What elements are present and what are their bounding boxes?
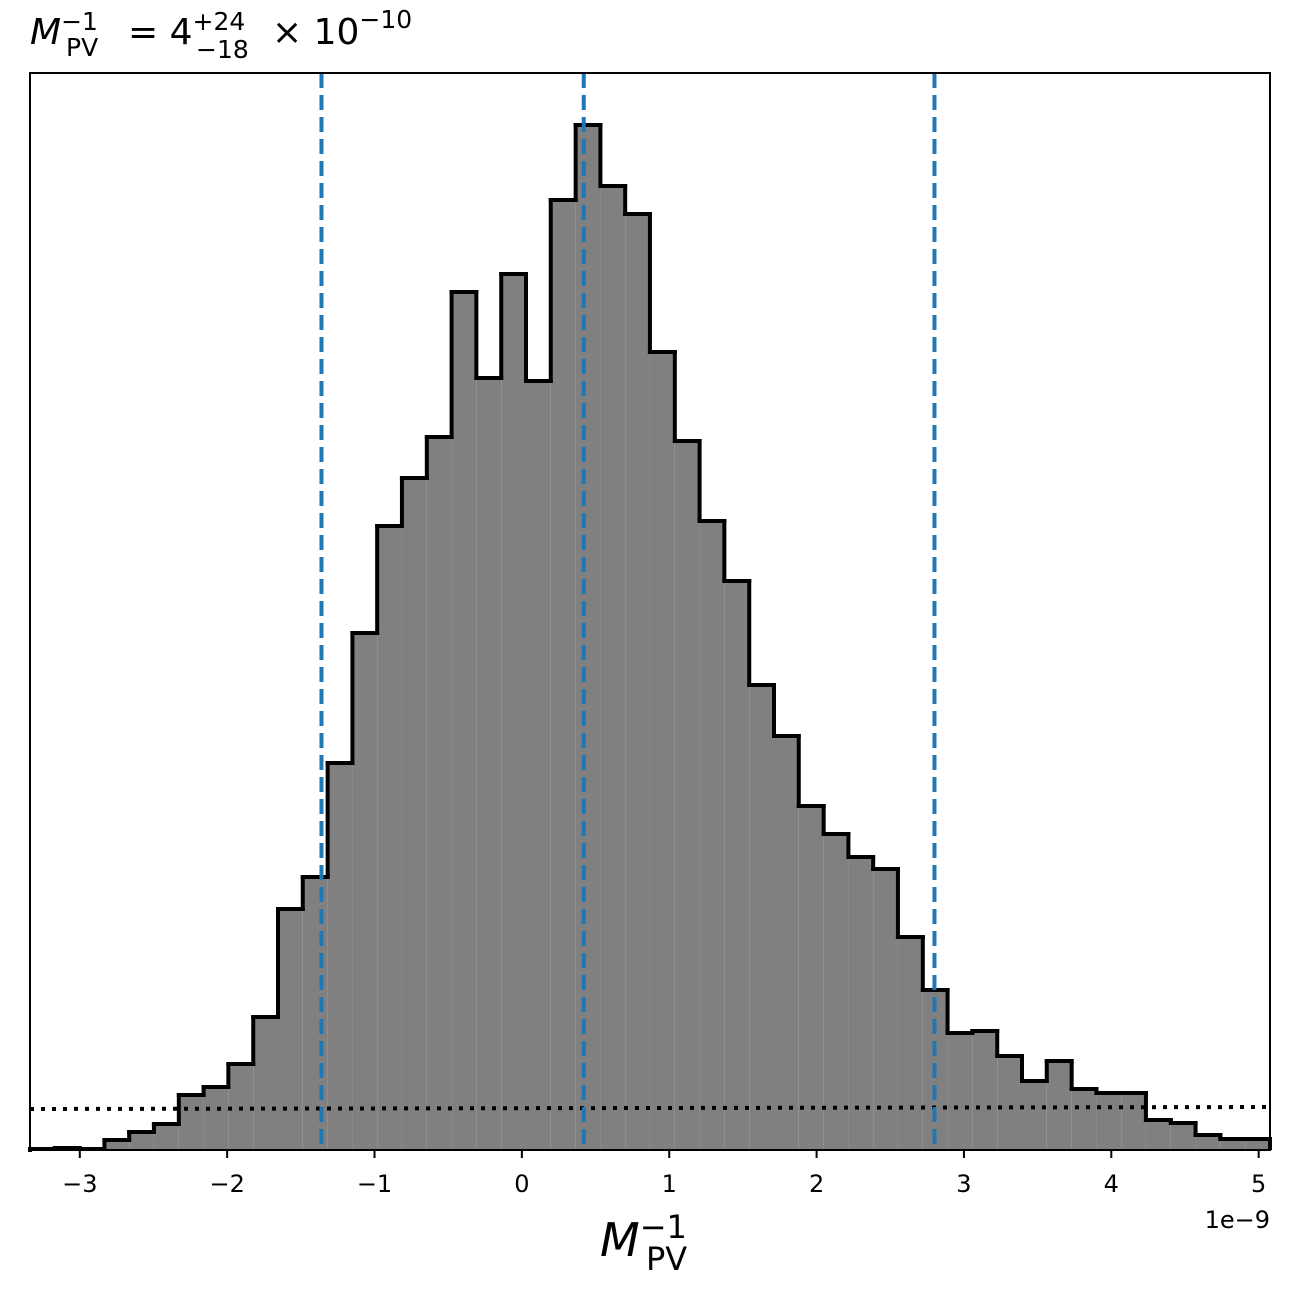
title-sup: −1 [61,7,98,36]
chart-title: M−1 PV = 4+24 −18 × 10−10 [30,5,412,64]
bar [1096,1093,1122,1150]
bar [1071,1089,1097,1150]
bar [451,292,477,1150]
xlabel-sup: −1 [640,1208,687,1246]
bar [649,352,675,1150]
bar [674,441,700,1150]
bar [426,437,452,1150]
bar [625,214,650,1150]
bar [129,1132,154,1150]
bar [823,834,849,1150]
bar [1245,1139,1270,1150]
plot-frame [29,72,1271,1151]
xlabel-symbol: M [600,1213,640,1267]
x-tick-label: 4 [1104,1170,1119,1198]
bar [699,521,725,1150]
x-tick-label: 3 [956,1170,971,1198]
bar [997,1056,1022,1150]
bar [377,526,402,1150]
title-upper: +24 [193,7,246,36]
bar [501,274,526,1150]
bar [1022,1081,1047,1150]
x-tick-label: 2 [809,1170,824,1198]
x-offset-label: 1e−9 [1205,1206,1270,1234]
bar [153,1124,179,1150]
bar [178,1095,204,1150]
bar [302,877,328,1150]
bar [401,478,427,1150]
bar [798,806,824,1150]
bar [848,857,874,1150]
title-sub: PV [66,33,98,62]
title-times: × 10 [272,12,359,53]
bar [526,381,551,1150]
x-tick-label: −3 [62,1170,97,1198]
bar [972,1031,998,1150]
bar [550,200,576,1150]
bar [476,378,502,1150]
x-axis-label: M−1 PV [600,1208,687,1278]
x-tick-label: −2 [209,1170,244,1198]
bar [1170,1123,1196,1150]
bar [253,1017,278,1150]
bar [873,869,898,1150]
bar [352,633,378,1150]
bar [104,1140,130,1150]
bar [1195,1135,1221,1150]
bar [575,125,601,1150]
bar [724,581,750,1150]
bar [1121,1093,1146,1150]
title-exp: −10 [359,5,412,34]
x-tick-label: 1 [662,1170,677,1198]
bar [774,736,799,1150]
bar [203,1087,229,1150]
x-tick-label: 5 [1251,1170,1266,1198]
bar [749,685,774,1150]
x-tick-label: 0 [514,1170,529,1198]
bar [327,763,353,1150]
xlabel-sub: PV [646,1240,687,1278]
bar [278,909,303,1150]
title-lower: −18 [196,35,249,64]
bar [1145,1120,1171,1150]
bar [1220,1139,1246,1150]
bar [947,1033,973,1150]
title-symbol: M [30,12,61,53]
bar [600,186,626,1150]
bar [897,937,923,1150]
x-tick-label: −1 [357,1170,392,1198]
title-eq: = 4 [128,12,193,53]
